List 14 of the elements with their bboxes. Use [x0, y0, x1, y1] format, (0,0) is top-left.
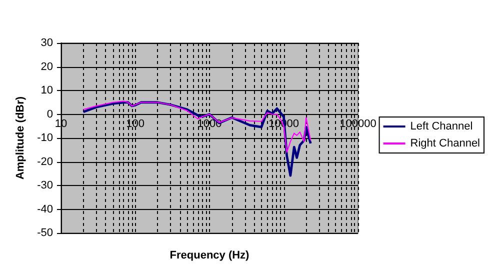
x-tick-label: 100	[126, 118, 144, 130]
y-tick-label: -40	[37, 203, 53, 216]
y-tick-label: 10	[40, 84, 53, 96]
y-tick-label: 0	[46, 108, 53, 120]
legend-label: Right Channel	[410, 138, 480, 150]
x-axis-title: Frequency (Hz)	[170, 250, 250, 262]
y-tick-label: 30	[40, 37, 53, 49]
legend-label: Left Channel	[410, 120, 473, 132]
y-tick-label: 20	[40, 60, 53, 73]
y-tick-label: -30	[37, 180, 53, 192]
y-tick-label: -10	[37, 132, 53, 144]
y-tick-label: -50	[37, 227, 53, 239]
y-tick-label: -20	[37, 156, 53, 168]
y-axis-title: Amplitude (dBr)	[14, 96, 27, 180]
